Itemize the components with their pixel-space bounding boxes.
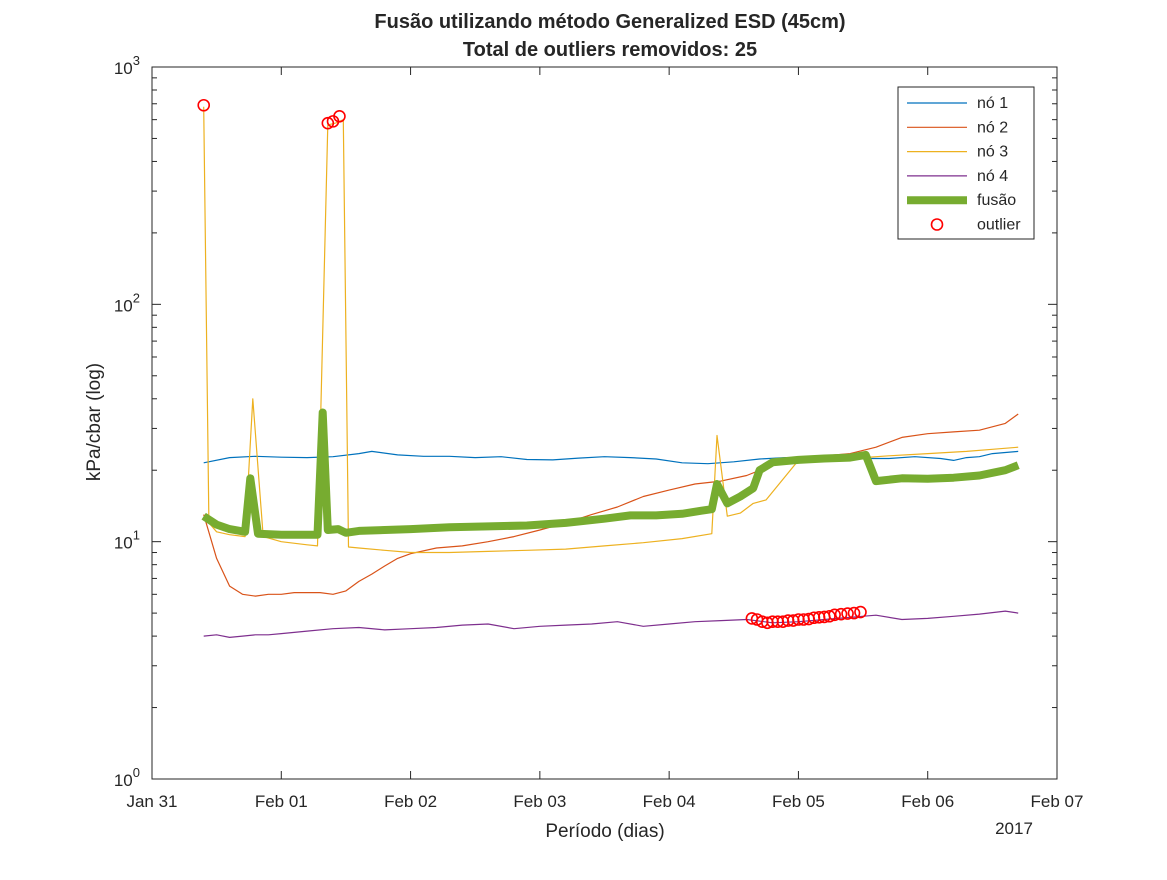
series-line-5	[201, 408, 1020, 539]
legend-box	[897, 86, 1035, 240]
outlier-marker	[847, 606, 861, 620]
legend-label: nó 4	[977, 168, 1008, 185]
outlier-marker	[834, 607, 848, 621]
outlier-marker	[828, 608, 841, 622]
outlier-marker	[333, 109, 346, 123]
x-tick-label: Jan 31	[126, 792, 177, 811]
legend-label: nó 2	[977, 119, 1008, 136]
chart-subtitle: Total de outliers removidos: 25	[463, 39, 757, 61]
outlier-marker	[823, 609, 836, 623]
x-tick-label: Feb 02	[384, 792, 437, 811]
chart-title: Fusão utilizando método Generalized ESD …	[374, 11, 845, 33]
y-tick-label: 103	[114, 53, 140, 78]
legend-label: outlier	[977, 217, 1021, 234]
x-tick-label: Feb 03	[513, 792, 566, 811]
x-tick-label: Feb 01	[255, 792, 308, 811]
y-tick-label: 100	[114, 765, 140, 790]
legend-label: fusão	[977, 192, 1016, 209]
outlier-marker	[321, 116, 335, 130]
y-axis-label: kPa/cbar (log)	[84, 363, 105, 481]
legend: nó 1 nó 2 nó 3 nó 4 fusão outlier	[897, 86, 1035, 240]
legend-swatch	[930, 218, 944, 231]
x-tick-label: Feb 05	[772, 792, 825, 811]
legend-label: nó 1	[977, 95, 1008, 112]
y-tick-label: 101	[114, 528, 140, 553]
legend-label: nó 3	[977, 144, 1008, 161]
series-line-1	[203, 450, 1019, 465]
x-axis-label: Período (dias)	[545, 821, 664, 842]
outlier-marker	[841, 607, 854, 620]
series-line-2	[203, 413, 1019, 597]
outlier-marker	[854, 605, 867, 619]
axes-box	[151, 66, 1058, 780]
y-tick-label: 102	[114, 290, 140, 315]
x-tick-label: Feb 07	[1031, 792, 1084, 811]
x-tick-label: Feb 04	[643, 792, 696, 811]
x-tick-label: Feb 06	[901, 792, 954, 811]
series-line-4	[203, 610, 1019, 639]
x-axis-year-label: 2017	[995, 819, 1033, 838]
outlier-marker	[197, 98, 211, 112]
axes: Jan 31 Feb 01 Feb 02 Feb 03 Feb 04 Feb 05 Feb …	[114, 53, 1084, 811]
